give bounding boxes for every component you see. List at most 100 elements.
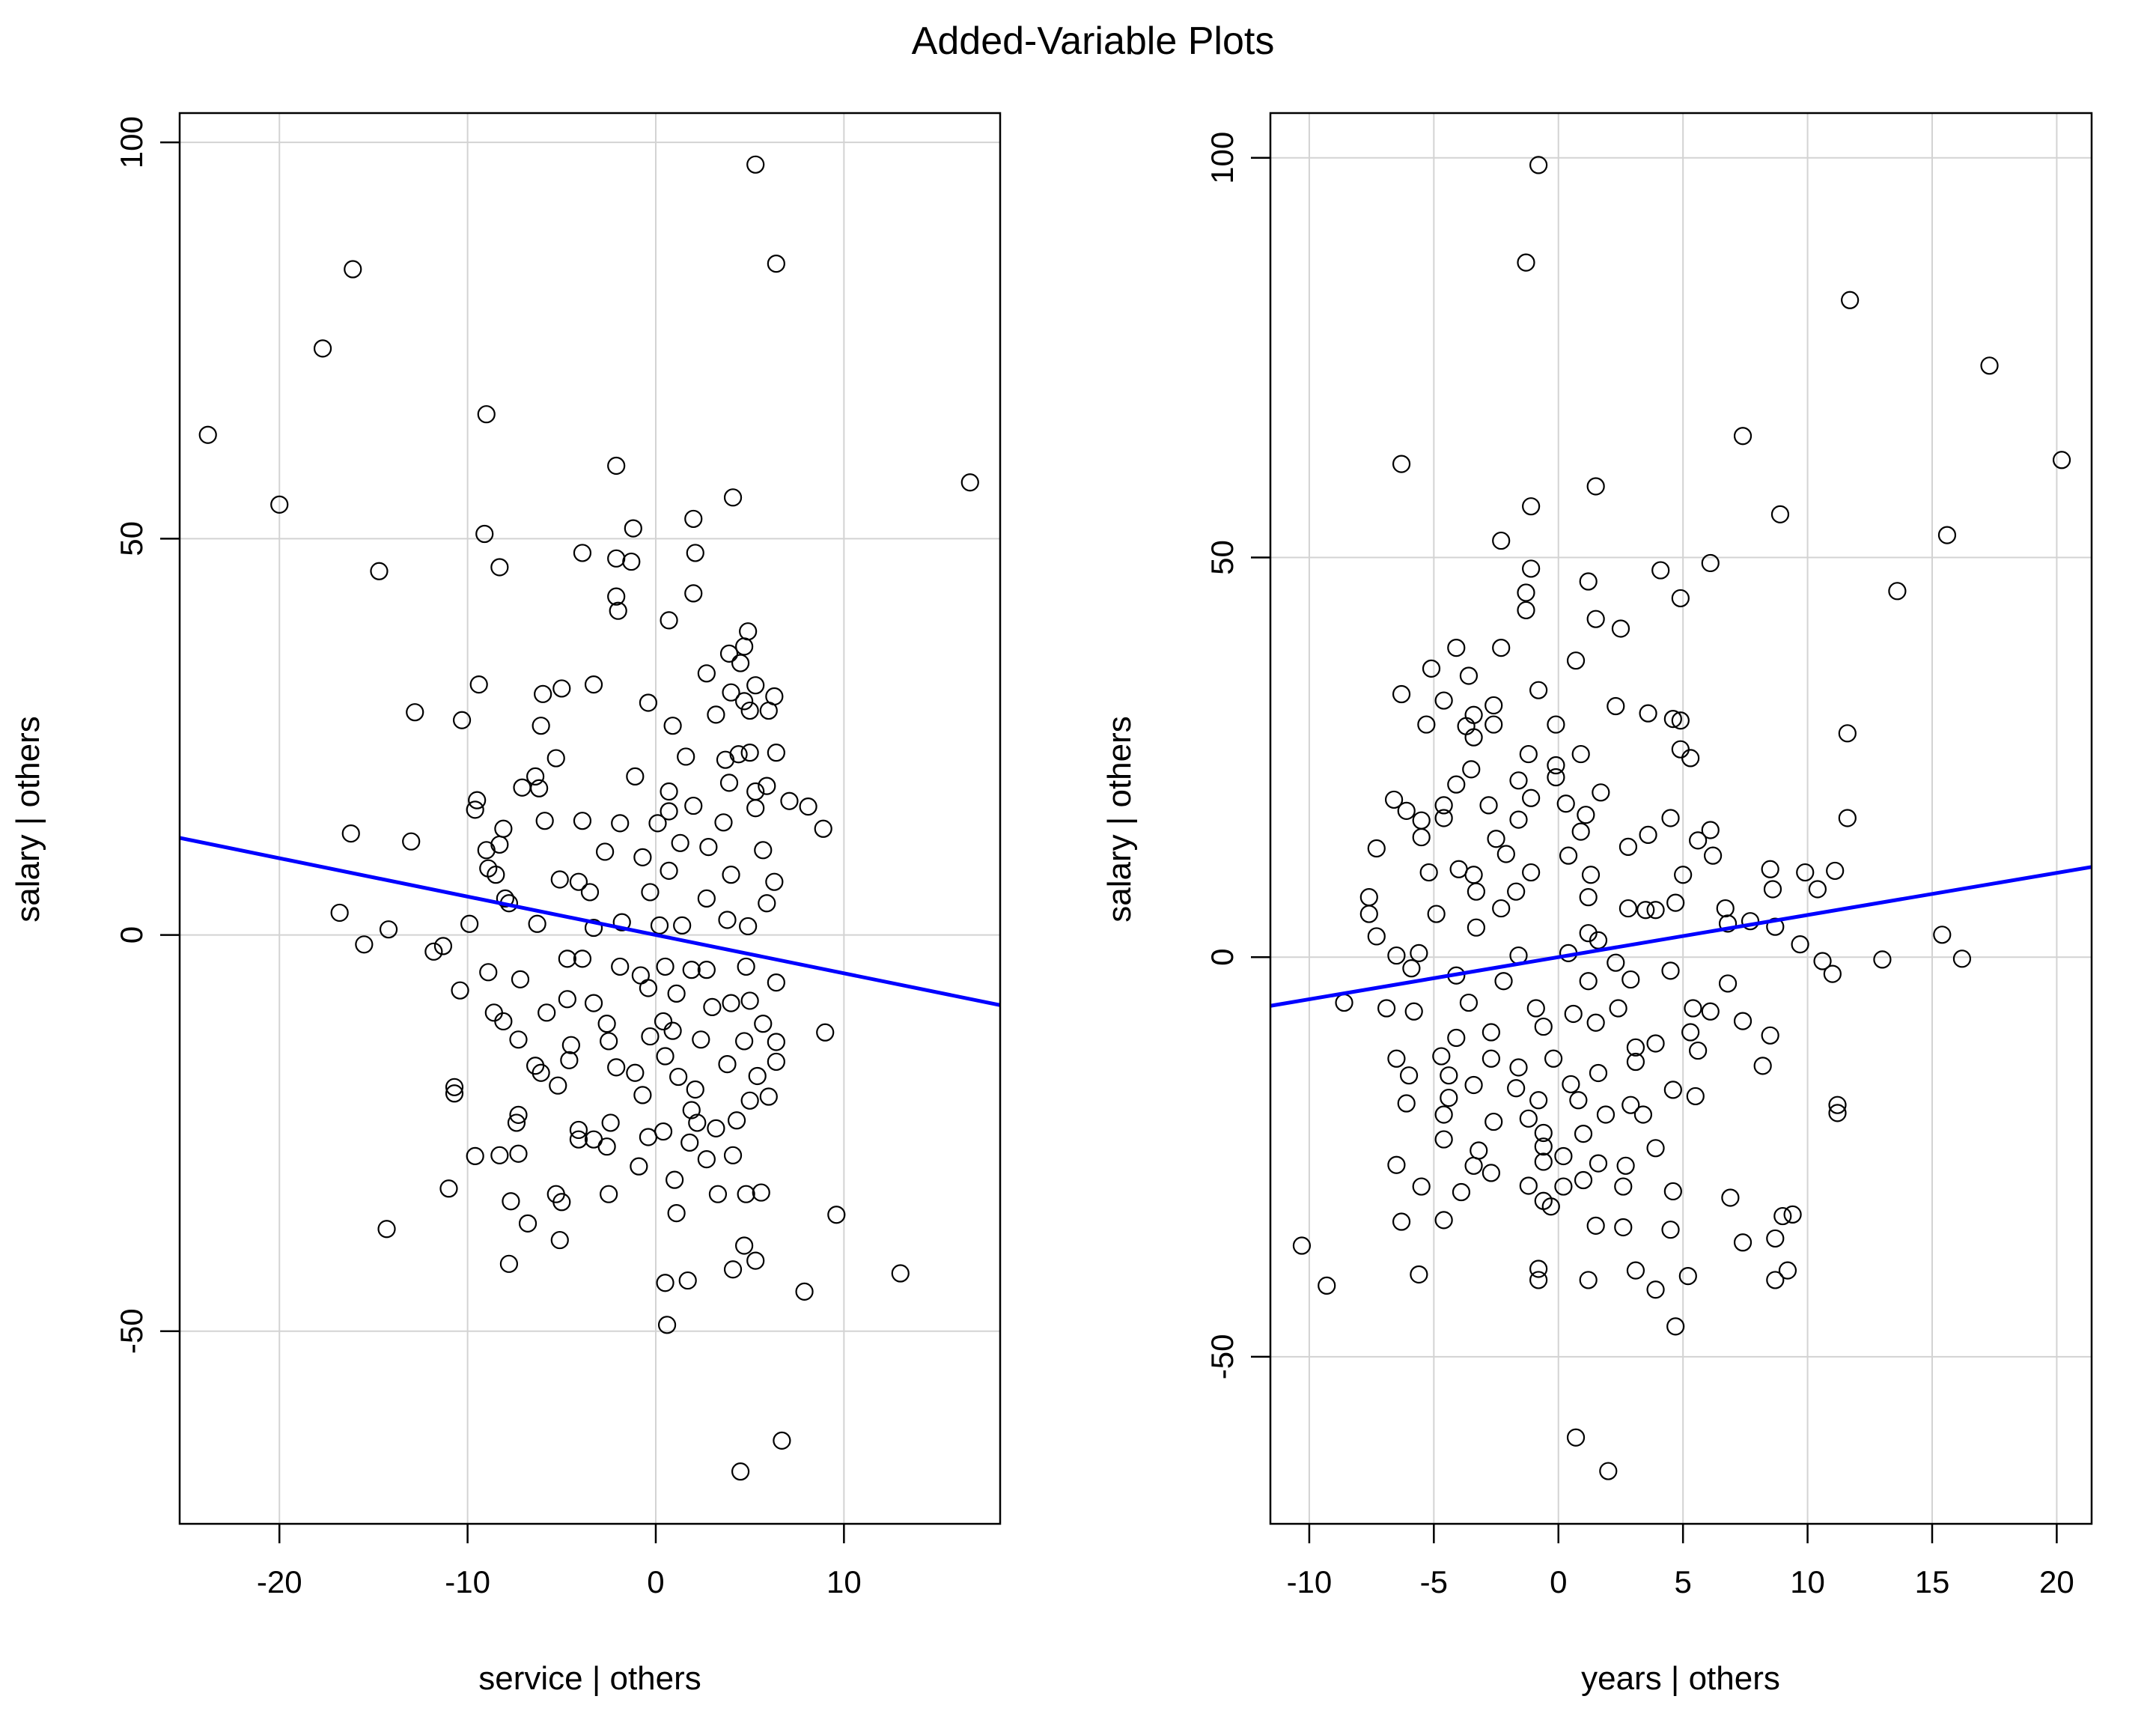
data-point [507, 1113, 526, 1132]
data-point [1791, 935, 1809, 954]
data-point [1534, 1017, 1553, 1036]
data-point [735, 692, 754, 711]
data-point [735, 1032, 754, 1051]
data-point [1522, 559, 1541, 578]
data-point [1618, 837, 1638, 856]
data-point [1661, 1221, 1680, 1239]
data-point [1419, 863, 1438, 882]
data-point [406, 703, 424, 722]
data-point [1440, 1088, 1458, 1107]
data-point [490, 1146, 509, 1164]
data-point [1671, 589, 1690, 608]
data-point [663, 1021, 682, 1040]
data-point [1741, 912, 1760, 931]
data-point [1663, 1081, 1682, 1099]
x-tick-label: 0 [647, 1564, 664, 1599]
y-axis-label: salary | others [10, 716, 46, 923]
data-point [648, 814, 667, 833]
data-point [1684, 999, 1702, 1018]
data-point [1559, 846, 1578, 865]
data-point [1434, 796, 1453, 815]
data-point [1592, 783, 1610, 802]
data-point [686, 544, 704, 562]
data-point [767, 1033, 785, 1051]
data-point [722, 683, 740, 702]
data-point [767, 255, 785, 273]
data-point [1440, 1066, 1458, 1085]
data-point [1569, 1091, 1588, 1110]
data-point [1554, 1177, 1573, 1196]
data-point [1689, 1041, 1708, 1060]
data-point [1577, 806, 1595, 824]
data-point [1661, 961, 1680, 980]
data-point [550, 1230, 569, 1250]
data-point [1607, 953, 1625, 972]
data-point [660, 782, 678, 801]
data-point [1626, 1038, 1645, 1057]
data-point [1718, 974, 1738, 993]
data-point [767, 1052, 785, 1072]
data-point [341, 824, 360, 843]
data-point [1579, 572, 1598, 591]
data-point [758, 894, 776, 913]
data-point [682, 1101, 701, 1119]
x-axis-label: service | others [478, 1660, 701, 1697]
data-point [780, 791, 799, 810]
data-point [466, 1146, 484, 1165]
data-point [654, 1012, 673, 1031]
data-point [1399, 1066, 1419, 1085]
data-point [1467, 918, 1486, 937]
data-point [580, 883, 600, 902]
data-point [1464, 1075, 1483, 1095]
data-point [1671, 740, 1690, 759]
data-point [198, 425, 217, 444]
data-point [697, 961, 716, 979]
data-point [402, 832, 421, 851]
data-point [1410, 1265, 1428, 1284]
data-point [767, 744, 785, 762]
data-point [1589, 1154, 1608, 1173]
data-point [1554, 1146, 1573, 1166]
data-point [573, 544, 592, 562]
data-point [673, 916, 692, 935]
x-tick-label: 15 [1915, 1564, 1950, 1599]
data-point [692, 1030, 710, 1049]
data-point [731, 654, 750, 672]
data-point [718, 911, 737, 929]
data-point [1427, 905, 1446, 923]
data-point [370, 562, 389, 580]
data-point [1392, 1212, 1411, 1231]
data-point [1796, 863, 1815, 882]
data-point [513, 778, 532, 797]
data-point [1663, 1182, 1682, 1201]
data-point [1422, 659, 1441, 678]
data-point [703, 997, 722, 1017]
data-point [740, 701, 759, 720]
data-point [1509, 810, 1528, 829]
data-point [355, 935, 374, 954]
data-point [1813, 952, 1832, 970]
data-point [611, 814, 630, 833]
data-point [487, 866, 505, 884]
data-point [468, 791, 487, 809]
data-point [494, 1012, 513, 1031]
data-point [1589, 1063, 1608, 1083]
data-point [1761, 860, 1779, 878]
x-tick-label: 20 [2039, 1564, 2074, 1599]
data-point [1571, 822, 1590, 841]
data-point [1651, 561, 1670, 580]
data-point [509, 1105, 528, 1124]
data-point [479, 963, 498, 982]
data-point [1564, 1004, 1583, 1024]
data-point [697, 664, 716, 683]
data-point [1541, 1197, 1560, 1216]
data-point [686, 1080, 704, 1099]
data-point [1534, 1123, 1553, 1143]
data-point [1661, 809, 1680, 827]
data-point [377, 1220, 396, 1239]
data-point [1614, 1218, 1633, 1237]
data-point [799, 797, 817, 816]
data-point [1838, 809, 1857, 827]
data-point [697, 1150, 716, 1169]
data-point [1783, 1205, 1802, 1224]
